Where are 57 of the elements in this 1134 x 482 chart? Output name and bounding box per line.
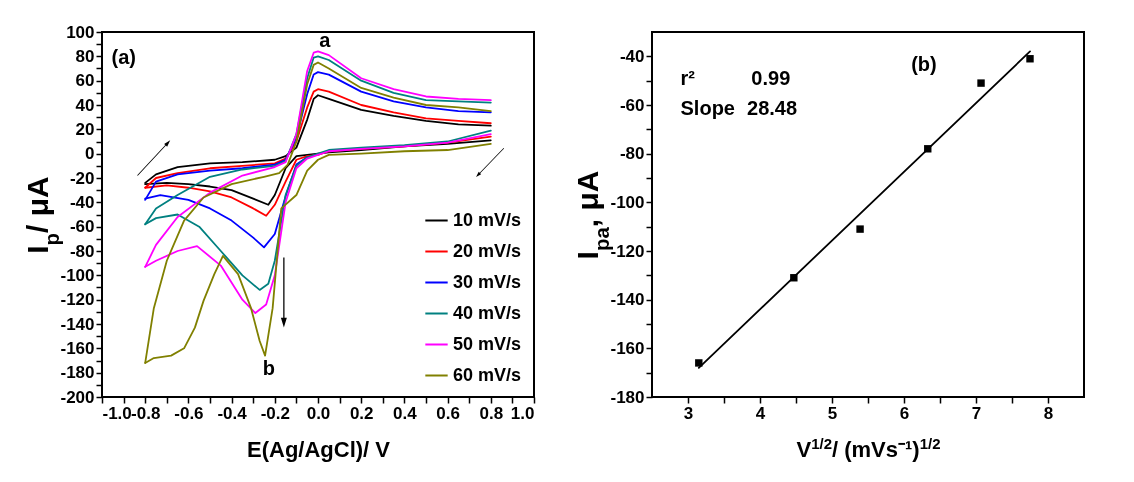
annotation: r² xyxy=(680,67,696,90)
annotation: 28.48 xyxy=(747,96,798,119)
y-tick-label: -80 xyxy=(619,144,645,164)
annotation: 0.99 xyxy=(751,67,791,90)
y-tick-label: 60 xyxy=(75,71,95,91)
y-tick-label: -100 xyxy=(60,265,95,285)
y-tick-label: -20 xyxy=(69,168,95,188)
annotation: Slope xyxy=(680,96,735,119)
y-tick-label: -200 xyxy=(60,387,95,407)
x-tick-label: 1.0 xyxy=(510,403,535,423)
y-tick-label: -160 xyxy=(60,338,95,358)
y-tick-label: -140 xyxy=(610,290,645,310)
x-tick-label: 6 xyxy=(899,403,910,423)
x-tick-label: 0.4 xyxy=(393,403,418,423)
x-tick-label: 0.0 xyxy=(306,403,331,423)
x-tick-label: 0.8 xyxy=(479,403,504,423)
y-tick-label: -120 xyxy=(60,290,95,310)
y-tick-label: -180 xyxy=(60,363,95,383)
y-tick-label: -60 xyxy=(619,95,645,115)
legend-label: 50 mV/s xyxy=(453,333,522,354)
legend-label: 40 mV/s xyxy=(453,302,522,323)
x-tick-label: 5 xyxy=(827,403,838,423)
y-tick-label: -140 xyxy=(60,314,95,334)
y-tick-label: -80 xyxy=(69,241,95,261)
x-tick-label: -0.2 xyxy=(260,403,290,423)
legend-label: 10 mV/s xyxy=(453,209,522,230)
y-tick-label: -180 xyxy=(610,387,645,407)
x-tick-label: 7 xyxy=(971,403,982,423)
annotation: a xyxy=(319,29,332,52)
annotation: b xyxy=(262,357,275,380)
y-tick-label: -120 xyxy=(610,241,645,261)
legend-label: 60 mV/s xyxy=(453,364,522,385)
x-tick-label: 8 xyxy=(1043,403,1054,423)
legend-label: 30 mV/s xyxy=(453,271,522,292)
y-tick-label: 0 xyxy=(85,144,95,164)
y-tick-label: 40 xyxy=(75,95,95,115)
y-tick-label: -100 xyxy=(610,192,645,212)
y-tick-label: 20 xyxy=(75,119,95,139)
y-tick-label: 100 xyxy=(66,22,95,42)
y-tick-label: -40 xyxy=(619,46,645,66)
x-axis-title: E(Ag/AgCl)/ V xyxy=(247,436,391,462)
x-tick-label: 0.2 xyxy=(349,403,374,423)
x-tick-label: 4 xyxy=(755,403,766,423)
legend-label: 20 mV/s xyxy=(453,240,522,261)
x-tick-label: -0.8 xyxy=(131,403,161,423)
annotation: (a) xyxy=(111,45,136,68)
y-tick-label: -60 xyxy=(69,217,95,237)
y-tick-label: -160 xyxy=(610,338,645,358)
x-tick-label: 0.6 xyxy=(436,403,460,423)
x-axis-title: V$^{1/2}$/ (mVs⁻¹)$^{1/2}$ xyxy=(796,434,941,462)
x-tick-label: -1.0 xyxy=(102,403,132,423)
x-tick-label: 3 xyxy=(683,403,694,423)
x-tick-label: -0.6 xyxy=(174,403,204,423)
x-tick-label: -0.4 xyxy=(217,403,248,423)
y-tick-label: 80 xyxy=(75,46,95,66)
y-tick-label: -40 xyxy=(69,192,95,212)
annotation: (b) xyxy=(911,52,937,75)
